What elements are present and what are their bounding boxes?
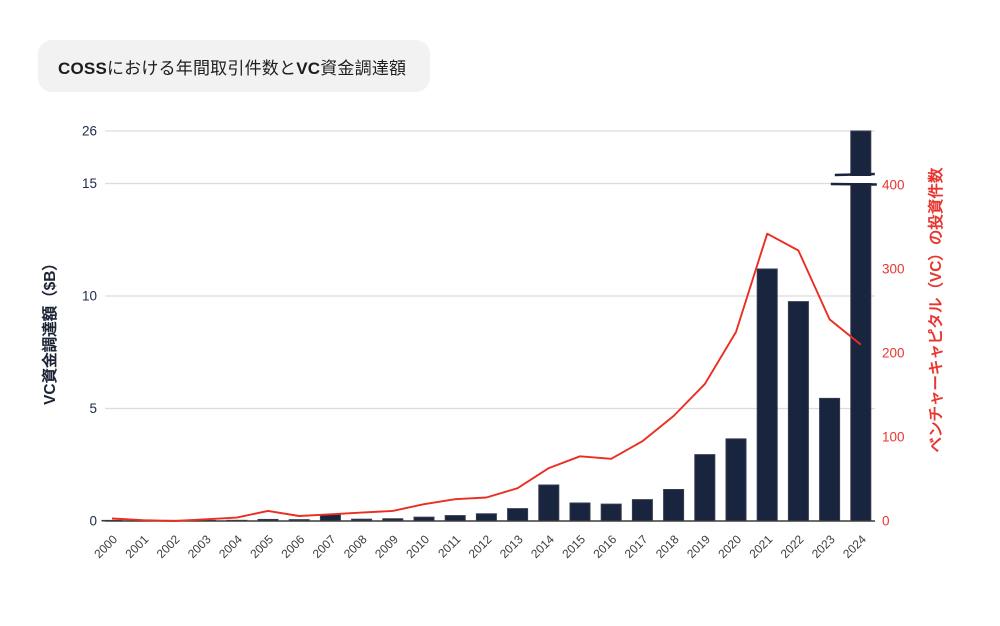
bar-2007 [319, 514, 341, 522]
x-label-2006: 2006 [279, 532, 308, 561]
x-label-2013: 2013 [497, 532, 526, 561]
bar-2023 [819, 397, 841, 522]
title-segment: における年間取引件数と [106, 58, 297, 78]
axis-break-line-top [834, 172, 875, 177]
x-label-2024: 2024 [840, 532, 869, 561]
x-label-2001: 2001 [123, 532, 152, 561]
x-label-2005: 2005 [247, 532, 276, 561]
x-label-2004: 2004 [216, 532, 245, 561]
bar-2015 [569, 502, 591, 522]
bar-2017 [631, 499, 653, 522]
x-label-2011: 2011 [435, 532, 463, 560]
x-label-2000: 2000 [91, 532, 120, 561]
x-label-2003: 2003 [185, 532, 214, 561]
left-tick-label-26: 26 [82, 124, 97, 139]
bar-2024 [850, 130, 872, 522]
title-segment: VC [296, 58, 321, 78]
x-label-2019: 2019 [684, 532, 713, 561]
bar-2014 [538, 484, 560, 522]
title-segment: COSS [58, 58, 107, 78]
x-label-2002: 2002 [154, 532, 183, 561]
x-label-2021: 2021 [747, 532, 776, 561]
right-tick-label-200: 200 [882, 346, 905, 361]
vc-deal-count-line [111, 232, 862, 522]
chart-title-chip: COSSにおける年間取引件数とVC資金調達額 [38, 40, 430, 92]
x-label-2010: 2010 [403, 532, 432, 561]
x-label-2012: 2012 [466, 532, 495, 561]
axis-break-gap [836, 176, 887, 183]
bar-2013 [507, 508, 529, 522]
x-label-2007: 2007 [310, 532, 339, 561]
left-tick-label-0: 0 [89, 514, 97, 529]
x-label-2009: 2009 [372, 532, 401, 561]
x-label-2016: 2016 [591, 532, 620, 561]
bar-2019 [694, 454, 716, 522]
x-label-2022: 2022 [778, 532, 807, 561]
right-tick-label-100: 100 [882, 430, 905, 445]
bar-2022 [787, 301, 809, 522]
bar-series [101, 130, 872, 522]
left-axis-title: VC資金調達額（$B） [40, 255, 59, 405]
chart-title: COSSにおける年間取引件数とVC資金調達額 [58, 54, 406, 79]
left-tick-label-5: 5 [89, 401, 97, 416]
right-axis-title: ベンチャーキャピタル（VC）の投資件数 [926, 167, 945, 452]
bar-2016 [600, 503, 622, 522]
x-label-2017: 2017 [622, 532, 651, 561]
bar-2020 [725, 438, 747, 522]
x-label-2023: 2023 [809, 532, 838, 561]
bar-2011 [444, 515, 466, 522]
title-segment: 資金調達額 [320, 58, 407, 78]
bar-2021 [756, 268, 778, 522]
bar-2018 [663, 489, 685, 522]
left-tick-label-15: 15 [82, 176, 97, 191]
x-label-2014: 2014 [528, 532, 557, 561]
right-tick-label-400: 400 [882, 178, 905, 193]
right-tick-label-300: 300 [882, 262, 905, 277]
x-label-2018: 2018 [653, 532, 682, 561]
left-tick-label-10: 10 [82, 289, 97, 304]
x-label-2008: 2008 [341, 532, 370, 561]
axis-break-line-bottom [830, 182, 877, 186]
right-tick-label-0: 0 [882, 514, 890, 529]
axis-break [830, 172, 887, 186]
x-label-2015: 2015 [559, 532, 588, 561]
bar-2012 [475, 513, 497, 522]
x-label-2020: 2020 [715, 532, 744, 561]
